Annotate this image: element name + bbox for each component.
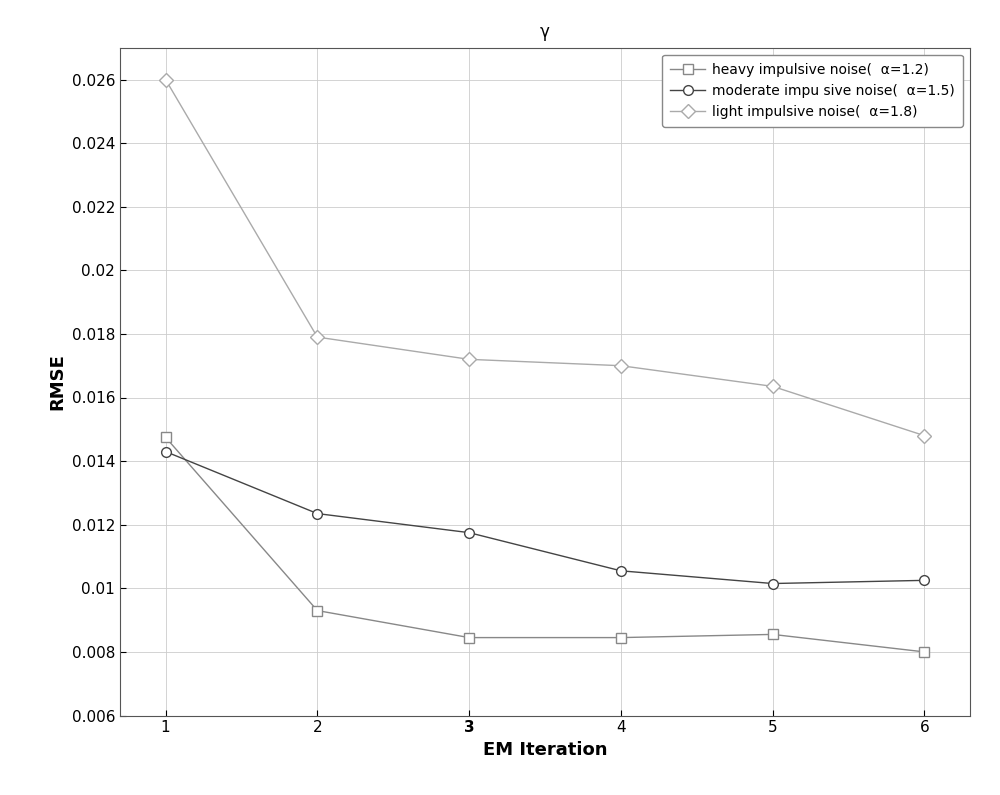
moderate impu sive noise(  α=1.5): [311, 509, 323, 518]
heavy impulsive noise(  α=1.2): [615, 633, 627, 642]
moderate impu sive noise(  α=1.5): [615, 566, 627, 576]
heavy impulsive noise(  α=1.2): [160, 432, 172, 442]
light impulsive noise(  α=1.8): [767, 382, 779, 391]
Line: heavy impulsive noise(  α=1.2): heavy impulsive noise( α=1.2): [161, 432, 929, 657]
X-axis label: EM Iteration: EM Iteration: [483, 741, 607, 759]
heavy impulsive noise(  α=1.2): [463, 633, 475, 642]
Line: moderate impu sive noise(  α=1.5): moderate impu sive noise( α=1.5): [161, 447, 929, 588]
light impulsive noise(  α=1.8): [160, 75, 172, 84]
heavy impulsive noise(  α=1.2): [767, 630, 779, 639]
heavy impulsive noise(  α=1.2): [918, 647, 930, 657]
Title: γ: γ: [540, 22, 550, 41]
Line: light impulsive noise(  α=1.8): light impulsive noise( α=1.8): [161, 75, 929, 440]
moderate impu sive noise(  α=1.5): [767, 579, 779, 588]
light impulsive noise(  α=1.8): [311, 332, 323, 342]
heavy impulsive noise(  α=1.2): [311, 606, 323, 615]
moderate impu sive noise(  α=1.5): [160, 447, 172, 456]
light impulsive noise(  α=1.8): [463, 355, 475, 364]
light impulsive noise(  α=1.8): [615, 361, 627, 370]
moderate impu sive noise(  α=1.5): [463, 528, 475, 537]
moderate impu sive noise(  α=1.5): [918, 576, 930, 585]
Y-axis label: RMSE: RMSE: [48, 353, 66, 410]
light impulsive noise(  α=1.8): [918, 431, 930, 440]
Legend: heavy impulsive noise(  α=1.2), moderate impu sive noise(  α=1.5), light impulsi: heavy impulsive noise( α=1.2), moderate …: [662, 55, 963, 127]
